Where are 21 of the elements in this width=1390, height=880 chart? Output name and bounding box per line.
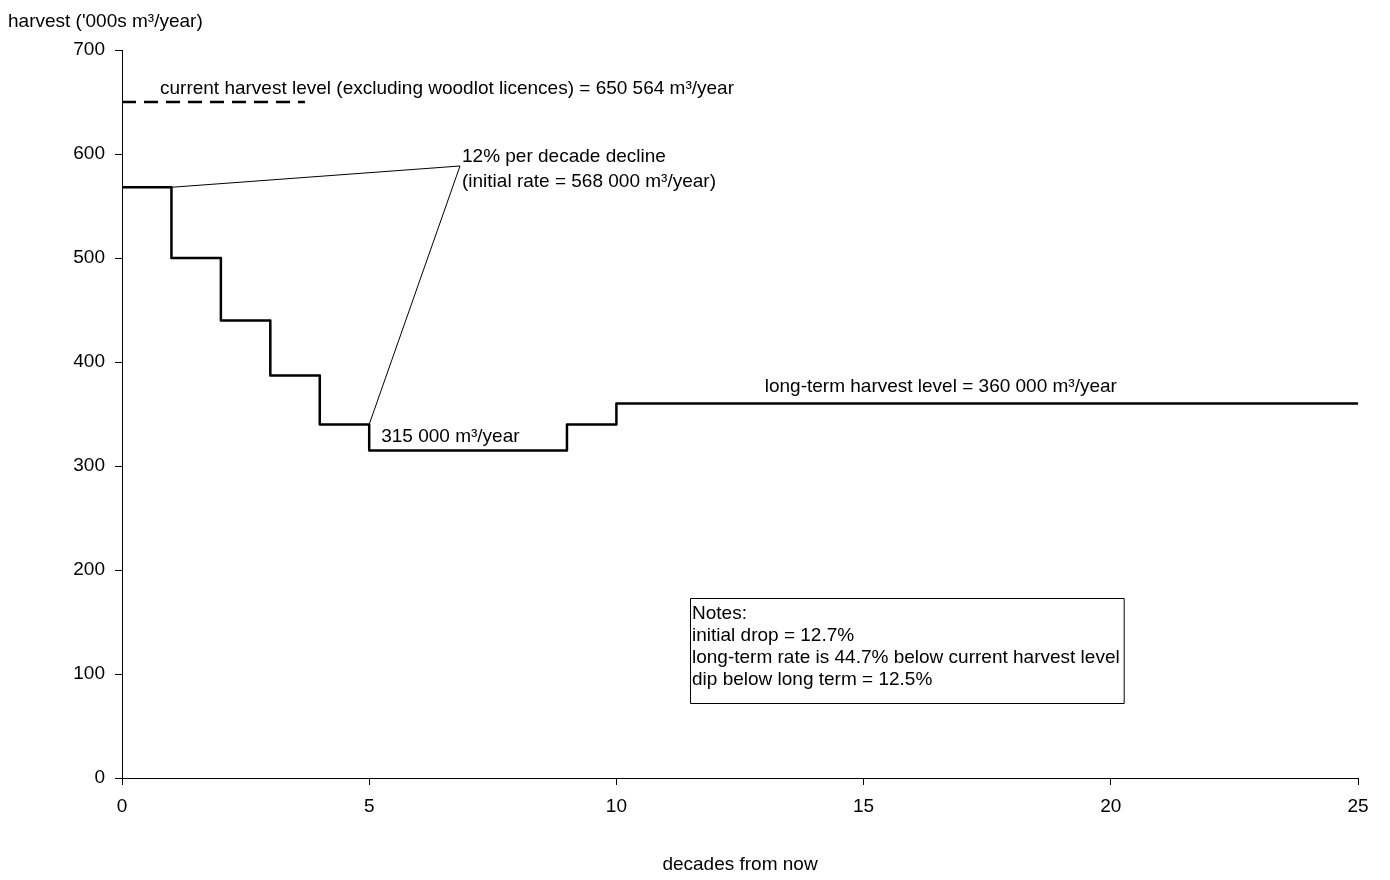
x-tick-label: 25 <box>1347 794 1369 816</box>
y-tick-label: 500 <box>73 246 105 268</box>
annotation: current harvest level (excluding woodlot licences) = 650 564 m³/year <box>160 77 735 98</box>
y-tick-label: 400 <box>73 350 105 372</box>
y-axis-title: harvest ('000s m³/year) <box>8 10 203 31</box>
y-tick-label: 200 <box>73 558 105 580</box>
annotation: Notes: initial drop = 12.7% long-term rate is 44.7% below current harvest level dip below long term = 12.5% <box>692 602 1120 689</box>
x-tick-label: 20 <box>1100 794 1122 816</box>
x-tick-label: 15 <box>853 794 875 816</box>
x-tick-label: 0 <box>116 794 128 816</box>
x-tick-label: 5 <box>363 794 375 816</box>
annotation: 12% per decade decline (initial rate = 568 000 m³/year) <box>462 145 716 191</box>
y-tick-label: 700 <box>73 38 105 60</box>
annotation: 315 000 m³/year <box>381 425 521 447</box>
y-tick-label: 600 <box>73 142 105 164</box>
y-tick-label: 300 <box>73 454 105 476</box>
x-tick-label: 10 <box>605 794 627 816</box>
y-tick-label: 0 <box>94 766 105 788</box>
x-axis-title: decades from now <box>662 852 818 874</box>
y-tick-label: 100 <box>73 662 105 684</box>
annotation: long-term harvest level = 360 000 m³/year <box>764 374 1118 396</box>
